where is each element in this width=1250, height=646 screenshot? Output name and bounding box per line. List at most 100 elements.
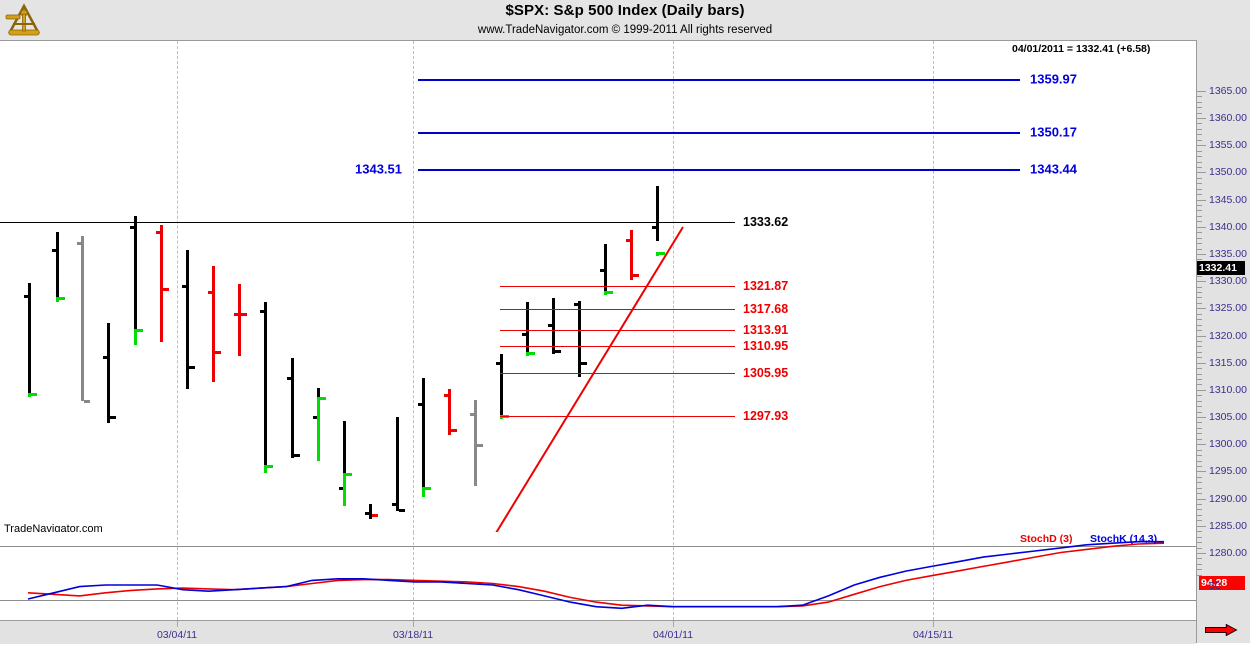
bar-close-tick xyxy=(451,429,457,433)
price-minor-tick xyxy=(1197,324,1202,326)
bar-close-tick xyxy=(399,508,405,512)
bar-close-tick xyxy=(163,288,169,292)
price-minor-tick xyxy=(1197,569,1202,571)
price-minor-tick xyxy=(1197,286,1202,288)
scroll-forward-button[interactable] xyxy=(1196,620,1250,643)
price-axis[interactable]: 1365.00 1360.00 1355.00 1350.00 1345.00 1340.… xyxy=(1196,40,1250,646)
price-tick-label: 1320.00 xyxy=(1209,329,1247,342)
bar-open-tick xyxy=(52,249,57,253)
price-minor-tick xyxy=(1197,373,1202,375)
price-minor-tick xyxy=(1197,400,1202,402)
price-tick xyxy=(1197,90,1206,92)
price-minor-tick xyxy=(1197,558,1202,560)
bar-open-tick xyxy=(392,503,397,507)
bar-close-tick xyxy=(215,350,221,354)
price-minor-tick xyxy=(1197,188,1202,190)
price-minor-tick xyxy=(1197,177,1202,179)
price-minor-tick xyxy=(1197,112,1202,114)
price-minor-tick xyxy=(1197,520,1202,522)
bar-close-highlight xyxy=(134,328,137,346)
price-minor-tick xyxy=(1197,504,1202,506)
bar-close-tick xyxy=(477,444,483,448)
bar-close-tick xyxy=(267,465,273,469)
date-tick xyxy=(177,621,178,627)
price-tick-label: 1300.00 xyxy=(1209,438,1247,451)
ohlc-bar xyxy=(574,301,587,377)
ohlc-bar xyxy=(24,282,37,398)
price-minor-tick xyxy=(1197,406,1202,408)
vertical-gridline xyxy=(673,532,674,620)
bar-close-tick xyxy=(633,273,639,277)
bar-close-tick xyxy=(346,473,352,477)
ohlc-bar xyxy=(182,249,195,389)
bar-range-wick xyxy=(656,185,659,242)
bar-close-tick xyxy=(372,513,378,517)
price-minor-tick xyxy=(1197,379,1202,380)
bar-range-wick xyxy=(160,225,163,343)
bar-close-highlight xyxy=(264,465,267,473)
price-level-line xyxy=(500,416,735,418)
price-minor-tick xyxy=(1197,107,1202,109)
bar-close-tick xyxy=(425,486,431,490)
bar-close-tick xyxy=(581,361,587,365)
price-minor-tick xyxy=(1197,340,1202,342)
price-tick-label: 1315.00 xyxy=(1209,356,1247,369)
price-level-line xyxy=(500,309,735,311)
price-minor-tick xyxy=(1197,563,1202,565)
bar-open-tick xyxy=(522,333,527,337)
bar-close-highlight xyxy=(656,251,659,256)
price-tick-label: 1290.00 xyxy=(1209,492,1247,505)
price-chart-panel[interactable]: 1359.97 1350.17 1343.44 1343.51 1333.62 1321.… xyxy=(0,40,1196,535)
price-minor-tick xyxy=(1197,384,1202,386)
ohlc-bar xyxy=(77,236,90,403)
price-minor-tick xyxy=(1197,346,1202,348)
bar-range-wick xyxy=(134,216,137,346)
chart-header xyxy=(0,0,1250,26)
price-minor-tick xyxy=(1197,438,1202,440)
price-tick xyxy=(1197,525,1206,527)
bar-close-highlight xyxy=(604,290,607,295)
price-tick-label: 1345.00 xyxy=(1209,193,1247,206)
price-tick xyxy=(1197,471,1206,473)
price-level-line xyxy=(418,79,1020,82)
price-tick-label: 1365.00 xyxy=(1209,84,1247,97)
bar-open-tick xyxy=(103,355,108,359)
bar-close-highlight xyxy=(526,351,529,356)
bar-open-tick xyxy=(24,295,29,299)
price-tick-label: 1335.00 xyxy=(1209,247,1247,260)
bar-close-highlight xyxy=(422,486,425,497)
ohlc-bar xyxy=(313,387,326,461)
price-minor-tick xyxy=(1197,531,1202,533)
price-minor-tick xyxy=(1197,395,1202,397)
stochastic-panel[interactable] xyxy=(0,532,1196,620)
ohlc-bar xyxy=(600,244,613,295)
price-level-label: 1359.97 xyxy=(1030,71,1077,87)
vertical-gridline xyxy=(177,532,178,620)
price-minor-tick xyxy=(1197,493,1202,495)
stochastic-lower-band xyxy=(0,600,1196,601)
bar-range-wick xyxy=(291,358,294,458)
price-tick-label: 1285.00 xyxy=(1209,519,1247,532)
date-tick xyxy=(673,621,674,627)
bar-range-wick xyxy=(448,388,451,436)
ohlc-bar xyxy=(339,421,352,506)
price-minor-tick xyxy=(1197,536,1202,538)
date-axis[interactable]: 03/04/11 03/18/11 04/01/11 04/15/11 xyxy=(0,620,1196,644)
last-price-badge: 1332.41 xyxy=(1197,261,1245,276)
ohlc-bar xyxy=(652,185,665,256)
price-tick xyxy=(1197,417,1206,419)
bar-range-wick xyxy=(369,504,372,520)
price-level-line xyxy=(500,329,735,331)
date-tick-label: 04/01/11 xyxy=(652,629,694,641)
bar-open-tick xyxy=(548,323,553,327)
bar-open-tick xyxy=(600,269,605,273)
ohlc-bar xyxy=(444,388,457,436)
bar-range-wick xyxy=(396,417,399,511)
price-level-line xyxy=(418,168,1020,171)
price-minor-tick xyxy=(1197,194,1202,196)
bar-close-highlight xyxy=(56,296,59,302)
price-minor-tick xyxy=(1197,455,1202,457)
price-level-label: 1317.68 xyxy=(743,302,789,317)
bar-close-tick xyxy=(529,351,535,355)
date-tick xyxy=(413,621,414,627)
